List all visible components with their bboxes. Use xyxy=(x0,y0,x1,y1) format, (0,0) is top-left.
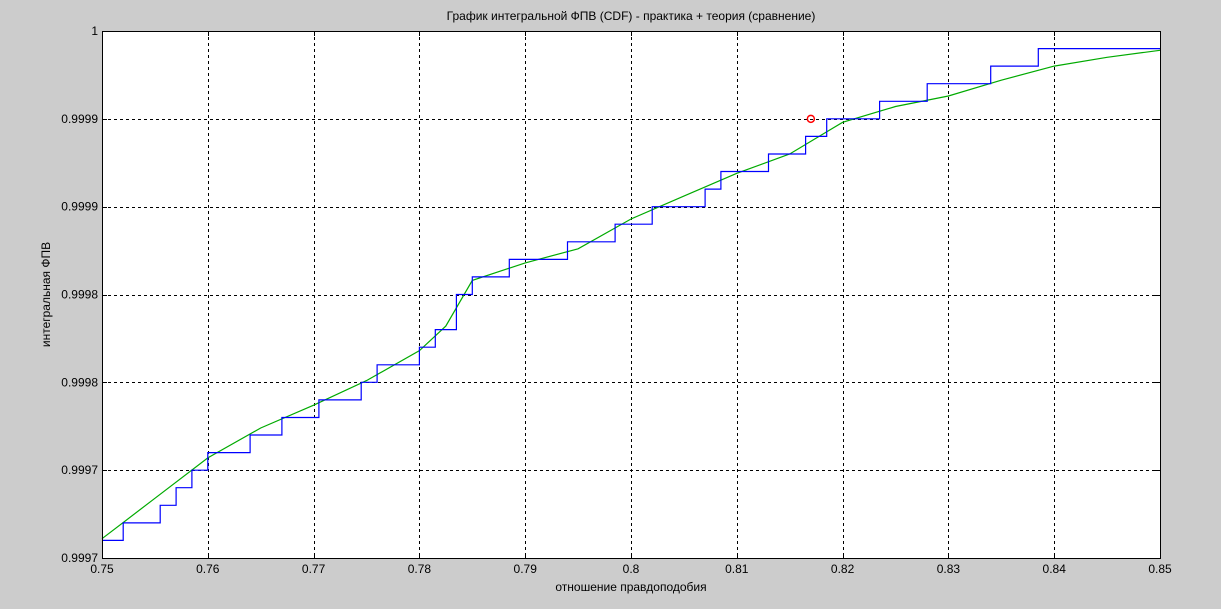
y-tick-label: 0.9998 xyxy=(61,375,98,389)
x-tick-label: 0.78 xyxy=(408,562,432,576)
x-axis-title: отношение правдоподобия xyxy=(555,580,706,594)
y-axis-title: интегральная ФПВ xyxy=(39,242,53,347)
x-tick-label: 0.83 xyxy=(937,562,961,576)
series-line-theory xyxy=(101,49,1161,540)
chart-title: График интегральной ФПВ (CDF) - практика… xyxy=(447,9,816,23)
y-axis-ticks: 0.9997 0.9997 0.9998 0.9998 0.9999 0.9999 1 xyxy=(61,24,1160,565)
marker-layer xyxy=(806,114,816,124)
x-tick-label: 0.81 xyxy=(725,562,749,576)
x-axis-ticks: 0.75 0.76 0.77 0.78 0.79 0.8 0.81 0.82 0.83 0.84 0… xyxy=(90,31,1172,576)
x-tick-label: 0.76 xyxy=(196,562,220,576)
y-tick-label: 0.9999 xyxy=(61,200,98,214)
y-tick-label: 1 xyxy=(91,24,98,38)
x-tick-label: 0.77 xyxy=(302,562,326,576)
x-tick-label: 0.85 xyxy=(1148,562,1172,576)
x-tick-label: 0.75 xyxy=(90,562,114,576)
series-layer xyxy=(101,48,1161,541)
marker-point xyxy=(806,114,816,124)
x-tick-label: 0.8 xyxy=(623,562,640,576)
y-tick-label: 0.9997 xyxy=(61,551,98,565)
y-tick-label: 0.9997 xyxy=(61,463,98,477)
x-tick-label: 0.84 xyxy=(1043,562,1067,576)
grid xyxy=(102,31,1160,558)
x-tick-label: 0.79 xyxy=(514,562,538,576)
y-tick-label: 0.9999 xyxy=(61,112,98,126)
y-tick-label: 0.9998 xyxy=(61,288,98,302)
x-tick-label: 0.82 xyxy=(831,562,855,576)
series-line-practice xyxy=(102,48,1160,541)
